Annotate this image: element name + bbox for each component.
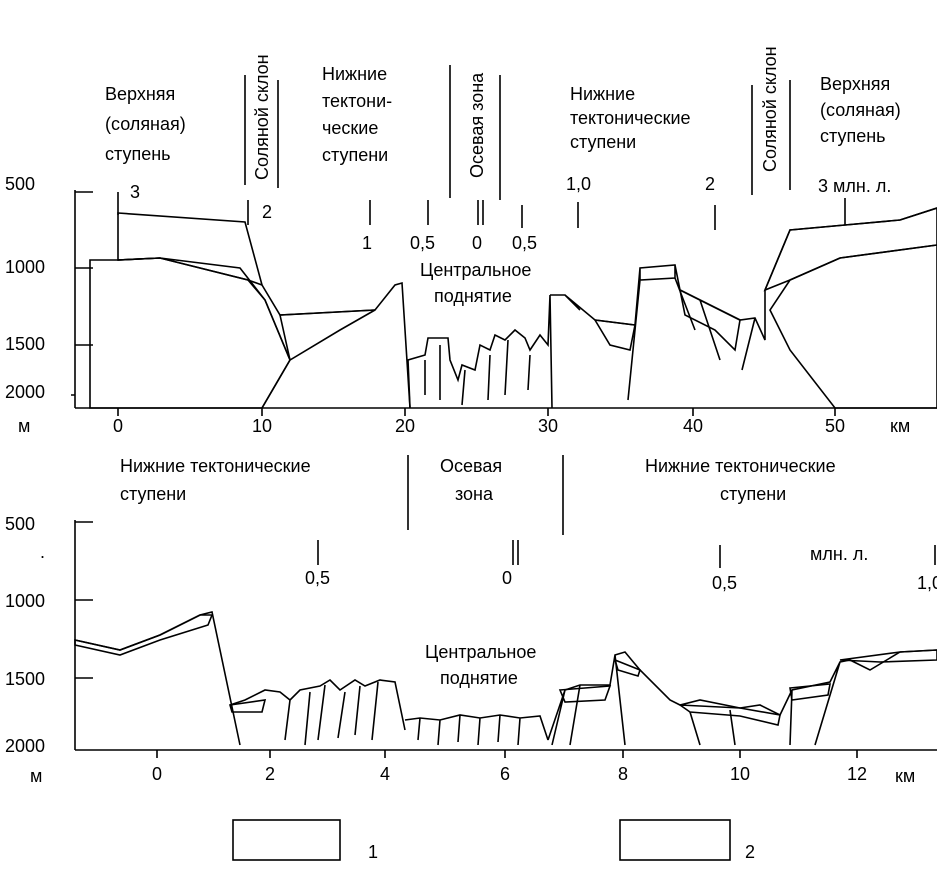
depth-label: 1500 — [5, 334, 45, 354]
depth-label: 2000 — [5, 736, 45, 756]
distance-label: 2 — [265, 764, 275, 784]
sediment — [118, 213, 262, 285]
diagram: 500 1000 1500 2000 м 0 10 20 30 40 50 км… — [0, 0, 937, 869]
zone-label: зона — [455, 484, 494, 504]
sediment — [280, 310, 375, 360]
depth-label: . — [40, 542, 45, 562]
distance-label: 30 — [538, 416, 558, 436]
distance-label: 10 — [730, 764, 750, 784]
zone-label: тектони- — [322, 91, 392, 111]
central-uplift — [408, 295, 552, 408]
age-label: 2 — [262, 202, 272, 222]
zone-label: ступень — [105, 144, 171, 164]
depth-label: 500 — [5, 514, 35, 534]
zone-label: Нижние тектонические — [645, 456, 836, 476]
zone-label: ступень — [820, 126, 886, 146]
depth-unit: м — [30, 766, 42, 786]
distance-label: 6 — [500, 764, 510, 784]
zone-label: Осевая зона — [467, 72, 487, 178]
zone-label: Нижние тектонические — [120, 456, 311, 476]
salt — [770, 245, 937, 408]
zone-label: Верхняя — [820, 74, 890, 94]
legend-label: 2 — [745, 842, 755, 862]
zone-label: тектонические — [570, 108, 691, 128]
uplift-label: Центральное — [425, 642, 536, 662]
age-label: млн. л. — [810, 544, 868, 564]
depth-label: 1500 — [5, 669, 45, 689]
depth-label: 1000 — [5, 257, 45, 277]
zone-label: (соляная) — [820, 100, 901, 120]
legend-swatch — [233, 820, 340, 860]
distance-label: 50 — [825, 416, 845, 436]
age-label: 3 — [130, 182, 140, 202]
zone-label: Нижние — [322, 64, 387, 84]
uplift-label: поднятие — [440, 668, 518, 688]
distance-unit: км — [890, 416, 910, 436]
zone-label: ступени — [120, 484, 186, 504]
age-label: 1,0 — [917, 573, 937, 593]
zone-label: Соляной склон — [252, 54, 272, 180]
age-label: 0,5 — [305, 568, 330, 588]
zone-label: Соляной склон — [760, 46, 780, 172]
distance-label: 0 — [152, 764, 162, 784]
distance-label: 10 — [252, 416, 272, 436]
age-label: 1 — [362, 233, 372, 253]
distance-unit: км — [895, 766, 915, 786]
legend-label: 1 — [368, 842, 378, 862]
distance-label: 0 — [113, 416, 123, 436]
zone-label: ступени — [322, 145, 388, 165]
distance-label: 40 — [683, 416, 703, 436]
zone-label: (соляная) — [105, 114, 186, 134]
sediment — [595, 290, 740, 350]
bottom-panel: 500 . 1000 1500 2000 м 0 2 4 6 8 10 12 к… — [5, 455, 937, 786]
zone-label: ступени — [720, 484, 786, 504]
distance-label: 20 — [395, 416, 415, 436]
age-label: 0,5 — [512, 233, 537, 253]
depth-unit: м — [18, 416, 30, 436]
age-label: 0,5 — [410, 233, 435, 253]
zone-label: Осевая — [440, 456, 502, 476]
age-tick — [118, 192, 845, 230]
age-label: 2 — [705, 174, 715, 194]
depth-label: 500 — [5, 174, 35, 194]
ticks — [75, 522, 857, 758]
age-label: 0 — [502, 568, 512, 588]
distance-label: 8 — [618, 764, 628, 784]
zone-label: ческие — [322, 118, 378, 138]
zone-label: ступени — [570, 132, 636, 152]
age-label: 0 — [472, 233, 482, 253]
age-label: 3 млн. л. — [818, 176, 891, 196]
zone-label: Верхняя — [105, 84, 175, 104]
depth-label: 1000 — [5, 591, 45, 611]
distance-label: 12 — [847, 764, 867, 784]
age-label: 1,0 — [566, 174, 591, 194]
age-label: 0,5 — [712, 573, 737, 593]
zone-label: Нижние — [570, 84, 635, 104]
depth-label: 2000 — [5, 382, 45, 402]
uplift-label: поднятие — [434, 286, 512, 306]
legend-swatch — [620, 820, 730, 860]
distance-label: 4 — [380, 764, 390, 784]
legend: 1 2 — [233, 820, 755, 862]
uplift-label: Центральное — [420, 260, 531, 280]
top-panel: 500 1000 1500 2000 м 0 10 20 30 40 50 км… — [5, 46, 937, 436]
